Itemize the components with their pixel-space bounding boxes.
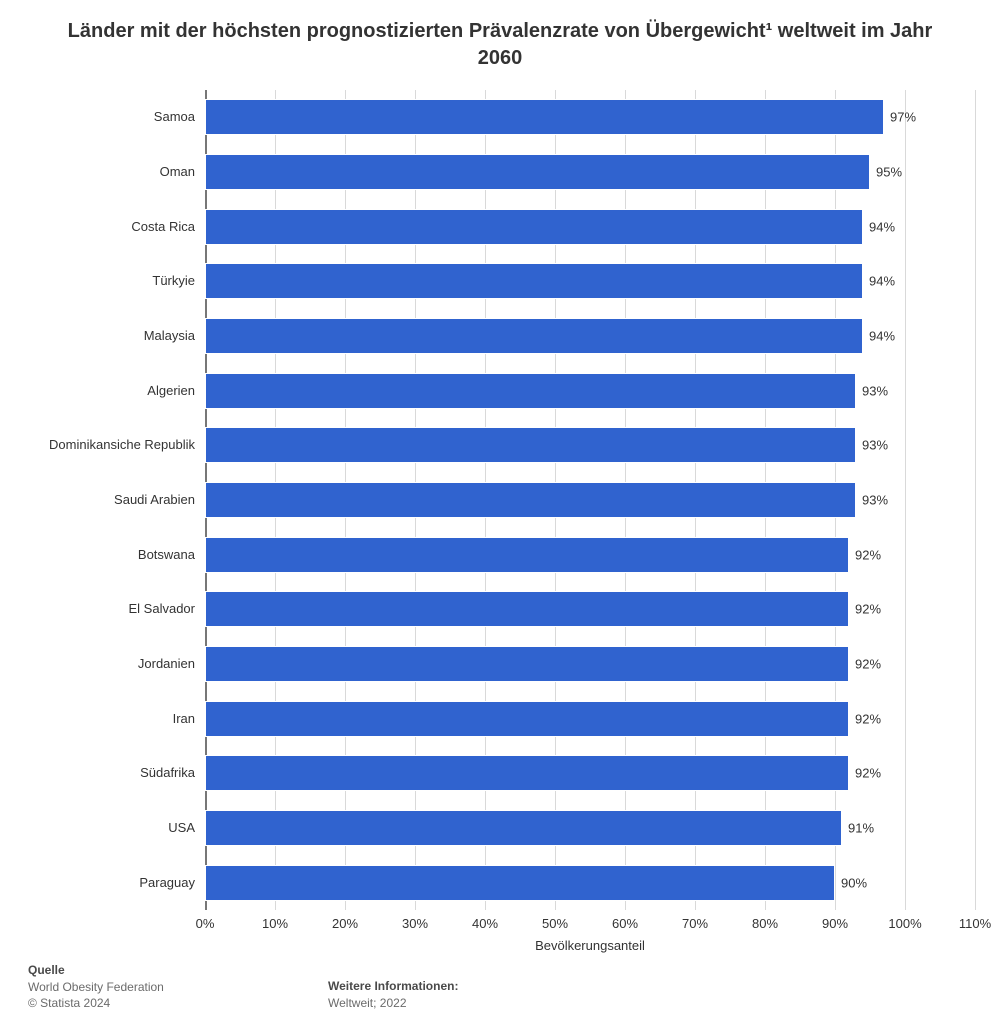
y-axis-label: Oman [0,152,205,192]
bar [205,701,849,737]
bar-row: 97% [205,97,975,137]
bar-value-label: 95% [876,164,902,179]
bar [205,263,863,299]
y-axis-label: Iran [0,699,205,739]
x-tick-label: 50% [542,916,568,931]
bar [205,810,842,846]
bar-value-label: 94% [869,274,895,289]
bar-value-label: 97% [890,110,916,125]
bar-row: 92% [205,589,975,629]
bar [205,154,870,190]
bars-container: 97% 95% 94% 94% 94% 93% 93% 93% 92% 92% 92% 92% 92% 9… [205,90,975,910]
bar-value-label: 94% [869,219,895,234]
bar [205,482,856,518]
x-tick-label: 10% [262,916,288,931]
bar-row: 94% [205,316,975,356]
y-axis-label: El Salvador [0,589,205,629]
gridline [975,90,976,910]
bar-row: 92% [205,644,975,684]
x-axis-label: Bevölkerungsanteil [205,938,975,953]
bar-value-label: 94% [869,328,895,343]
footer-source: Quelle World Obesity Federation © Statis… [28,963,164,1012]
source-line-1: World Obesity Federation [28,980,164,994]
bar [205,99,884,135]
source-line-2: © Statista 2024 [28,996,164,1010]
y-axis-label: Jordanien [0,644,205,684]
bar-row: 90% [205,863,975,903]
bar-row: 93% [205,480,975,520]
bar-row: 94% [205,207,975,247]
source-header: Quelle [28,963,164,977]
y-axis-label: Dominikansiche Republik [0,425,205,465]
bar-value-label: 92% [855,711,881,726]
bar [205,209,863,245]
y-axis-label: Samoa [0,97,205,137]
bar [205,427,856,463]
x-tick-label: 0% [196,916,215,931]
bar-row: 94% [205,261,975,301]
bar-row: 93% [205,371,975,411]
chart-area: Samoa Oman Costa Rica Türkyie Malaysia Algeri… [0,90,1000,910]
y-axis-label: Türkyie [0,261,205,301]
info-line-1: Weltweit; 2022 [328,996,458,1010]
bar-row: 93% [205,425,975,465]
chart-title: Länder mit der höchsten prognostizierten… [0,0,1000,80]
bar-row: 92% [205,699,975,739]
bar-value-label: 93% [862,438,888,453]
bar [205,373,856,409]
bar [205,646,849,682]
bar-row: 91% [205,808,975,848]
bar [205,755,849,791]
bar-value-label: 93% [862,383,888,398]
y-axis-labels: Samoa Oman Costa Rica Türkyie Malaysia Algeri… [0,90,205,910]
bar [205,318,863,354]
bar [205,865,835,901]
y-axis-label: Südafrika [0,753,205,793]
y-axis-label: Malaysia [0,316,205,356]
bar-value-label: 92% [855,602,881,617]
bar [205,537,849,573]
bar-row: 92% [205,753,975,793]
bar-row: 92% [205,535,975,575]
footer-info: Weitere Informationen: Weltweit; 2022 [328,979,458,1012]
x-tick-label: 110% [959,916,991,931]
y-axis-label: USA [0,808,205,848]
y-axis-label: Algerien [0,371,205,411]
bar-value-label: 92% [855,766,881,781]
info-header: Weitere Informationen: [328,979,458,993]
bar-value-label: 92% [855,656,881,671]
x-tick-label: 30% [402,916,428,931]
x-tick-label: 60% [612,916,638,931]
y-axis-label: Botswana [0,535,205,575]
bar-value-label: 91% [848,820,874,835]
x-tick-label: 40% [472,916,498,931]
x-tick-label: 20% [332,916,358,931]
plot-area: 97% 95% 94% 94% 94% 93% 93% 93% 92% 92% 92% 92% 92% 9… [205,90,975,910]
x-tick-label: 100% [888,916,921,931]
bar-value-label: 93% [862,492,888,507]
x-tick-label: 80% [752,916,778,931]
bar-value-label: 90% [841,875,867,890]
x-tick-label: 70% [682,916,708,931]
x-tick-label: 90% [822,916,848,931]
bar-value-label: 92% [855,547,881,562]
y-axis-label: Costa Rica [0,207,205,247]
bar [205,591,849,627]
y-axis-label: Paraguay [0,863,205,903]
bar-row: 95% [205,152,975,192]
y-axis-label: Saudi Arabien [0,480,205,520]
